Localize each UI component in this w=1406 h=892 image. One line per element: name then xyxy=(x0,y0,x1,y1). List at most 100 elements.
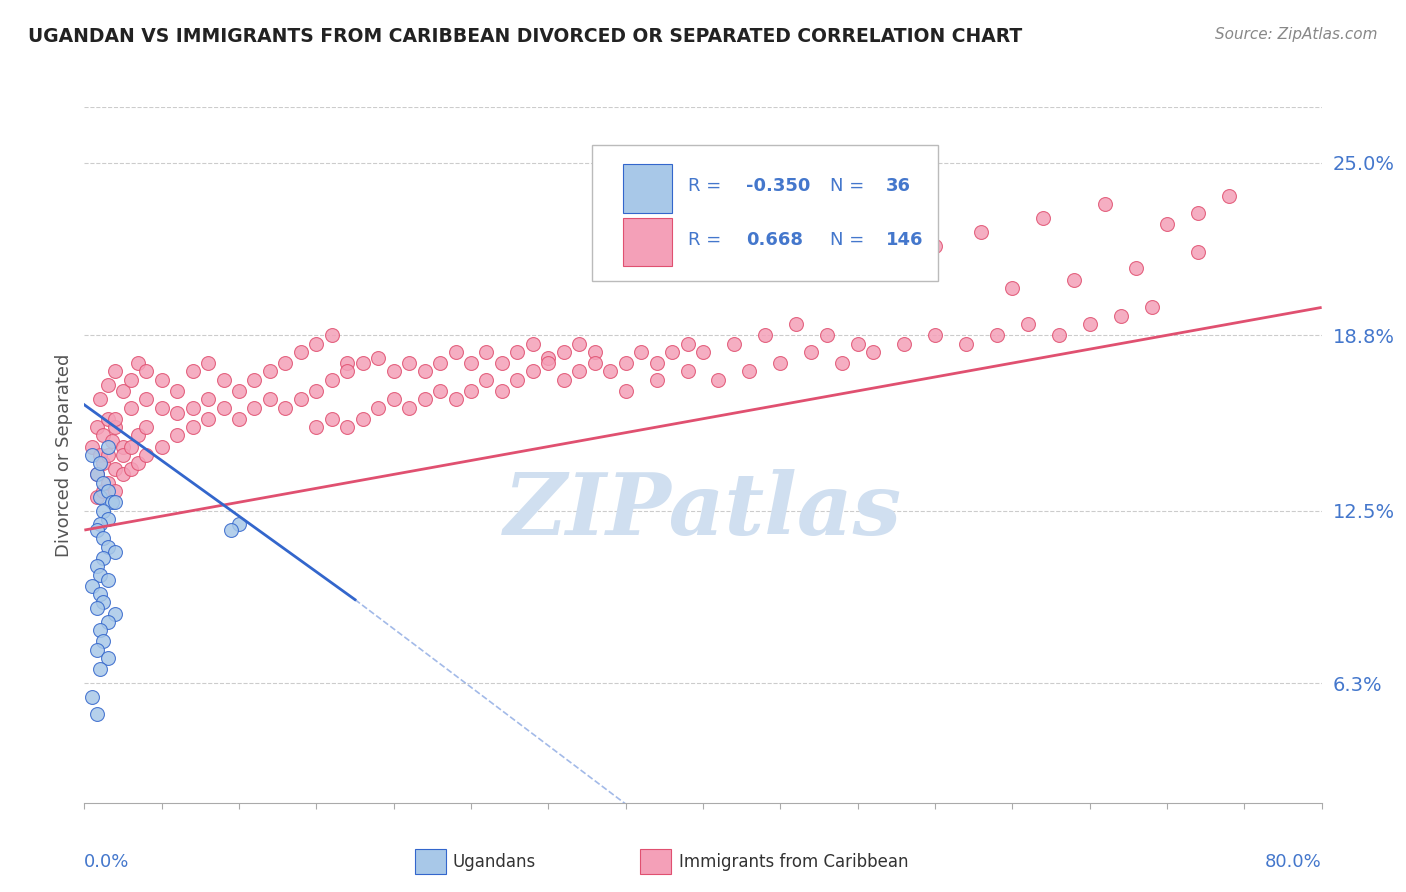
Point xyxy=(506,345,529,359)
Point xyxy=(290,392,312,407)
Point xyxy=(86,601,108,615)
Point xyxy=(537,351,560,365)
Point xyxy=(274,401,297,415)
Point xyxy=(112,384,135,398)
Point xyxy=(86,467,108,482)
Point xyxy=(444,392,467,407)
Point xyxy=(89,662,111,676)
Point xyxy=(89,448,111,462)
Point xyxy=(86,467,108,482)
Point xyxy=(135,420,157,434)
Point xyxy=(599,364,621,378)
Text: 36: 36 xyxy=(886,178,911,195)
Point xyxy=(112,467,135,482)
Point xyxy=(645,356,668,370)
Point xyxy=(89,456,111,470)
Text: R =: R = xyxy=(688,178,727,195)
Point xyxy=(91,484,114,499)
Point xyxy=(96,540,118,554)
Point xyxy=(924,328,946,343)
Point xyxy=(96,378,118,392)
Point xyxy=(91,456,114,470)
Point xyxy=(1032,211,1054,226)
Point xyxy=(1156,217,1178,231)
Point xyxy=(831,356,853,370)
Point xyxy=(1047,328,1070,343)
Text: N =: N = xyxy=(831,231,870,249)
Point xyxy=(986,328,1008,343)
Point xyxy=(367,401,389,415)
Point xyxy=(321,328,343,343)
Point xyxy=(290,345,312,359)
Point xyxy=(212,401,235,415)
Point xyxy=(413,364,436,378)
Point xyxy=(197,356,219,370)
Text: Ugandans: Ugandans xyxy=(453,853,536,871)
Point xyxy=(815,328,838,343)
Point xyxy=(101,434,124,448)
Point xyxy=(382,364,405,378)
Point xyxy=(181,401,204,415)
Point xyxy=(91,428,114,442)
Point xyxy=(460,356,482,370)
Point xyxy=(522,364,544,378)
Point xyxy=(127,456,149,470)
Point xyxy=(104,462,127,476)
Point xyxy=(274,356,297,370)
Point xyxy=(96,512,118,526)
Text: 80.0%: 80.0% xyxy=(1265,853,1322,871)
FancyBboxPatch shape xyxy=(592,145,938,281)
Text: 0.668: 0.668 xyxy=(747,231,803,249)
Point xyxy=(91,532,114,546)
Point xyxy=(150,373,173,387)
Point xyxy=(491,384,513,398)
Point xyxy=(120,401,142,415)
Point xyxy=(219,523,242,537)
Point xyxy=(1063,272,1085,286)
Point xyxy=(166,428,188,442)
Point xyxy=(82,448,104,462)
Point xyxy=(1187,244,1209,259)
Point xyxy=(692,345,714,359)
Point xyxy=(91,595,114,609)
Point xyxy=(336,420,359,434)
Point xyxy=(96,573,118,587)
Point xyxy=(305,420,328,434)
Point xyxy=(259,364,281,378)
Point xyxy=(460,384,482,398)
Point xyxy=(382,392,405,407)
Point xyxy=(228,384,250,398)
Text: -0.350: -0.350 xyxy=(747,178,811,195)
Point xyxy=(707,373,730,387)
Point xyxy=(506,373,529,387)
Text: 146: 146 xyxy=(886,231,924,249)
Point xyxy=(243,373,266,387)
Point xyxy=(150,401,173,415)
Y-axis label: Divorced or Separated: Divorced or Separated xyxy=(55,353,73,557)
Point xyxy=(336,364,359,378)
Point xyxy=(101,495,124,509)
Point xyxy=(181,420,204,434)
Point xyxy=(553,345,575,359)
Point xyxy=(1078,317,1101,331)
Point xyxy=(846,336,869,351)
Point xyxy=(305,384,328,398)
Point xyxy=(89,624,111,638)
Point xyxy=(1140,301,1163,315)
Point xyxy=(553,373,575,387)
Point xyxy=(491,356,513,370)
Point xyxy=(89,517,111,532)
Point xyxy=(86,523,108,537)
Point xyxy=(444,345,467,359)
Point xyxy=(228,411,250,425)
Point xyxy=(112,440,135,454)
Point xyxy=(955,336,977,351)
Text: UGANDAN VS IMMIGRANTS FROM CARIBBEAN DIVORCED OR SEPARATED CORRELATION CHART: UGANDAN VS IMMIGRANTS FROM CARIBBEAN DIV… xyxy=(28,27,1022,45)
Point xyxy=(970,225,993,239)
Point xyxy=(429,356,451,370)
Point xyxy=(127,428,149,442)
Text: ZIPatlas: ZIPatlas xyxy=(503,469,903,552)
Point xyxy=(197,392,219,407)
Point xyxy=(135,364,157,378)
Point xyxy=(86,706,108,721)
